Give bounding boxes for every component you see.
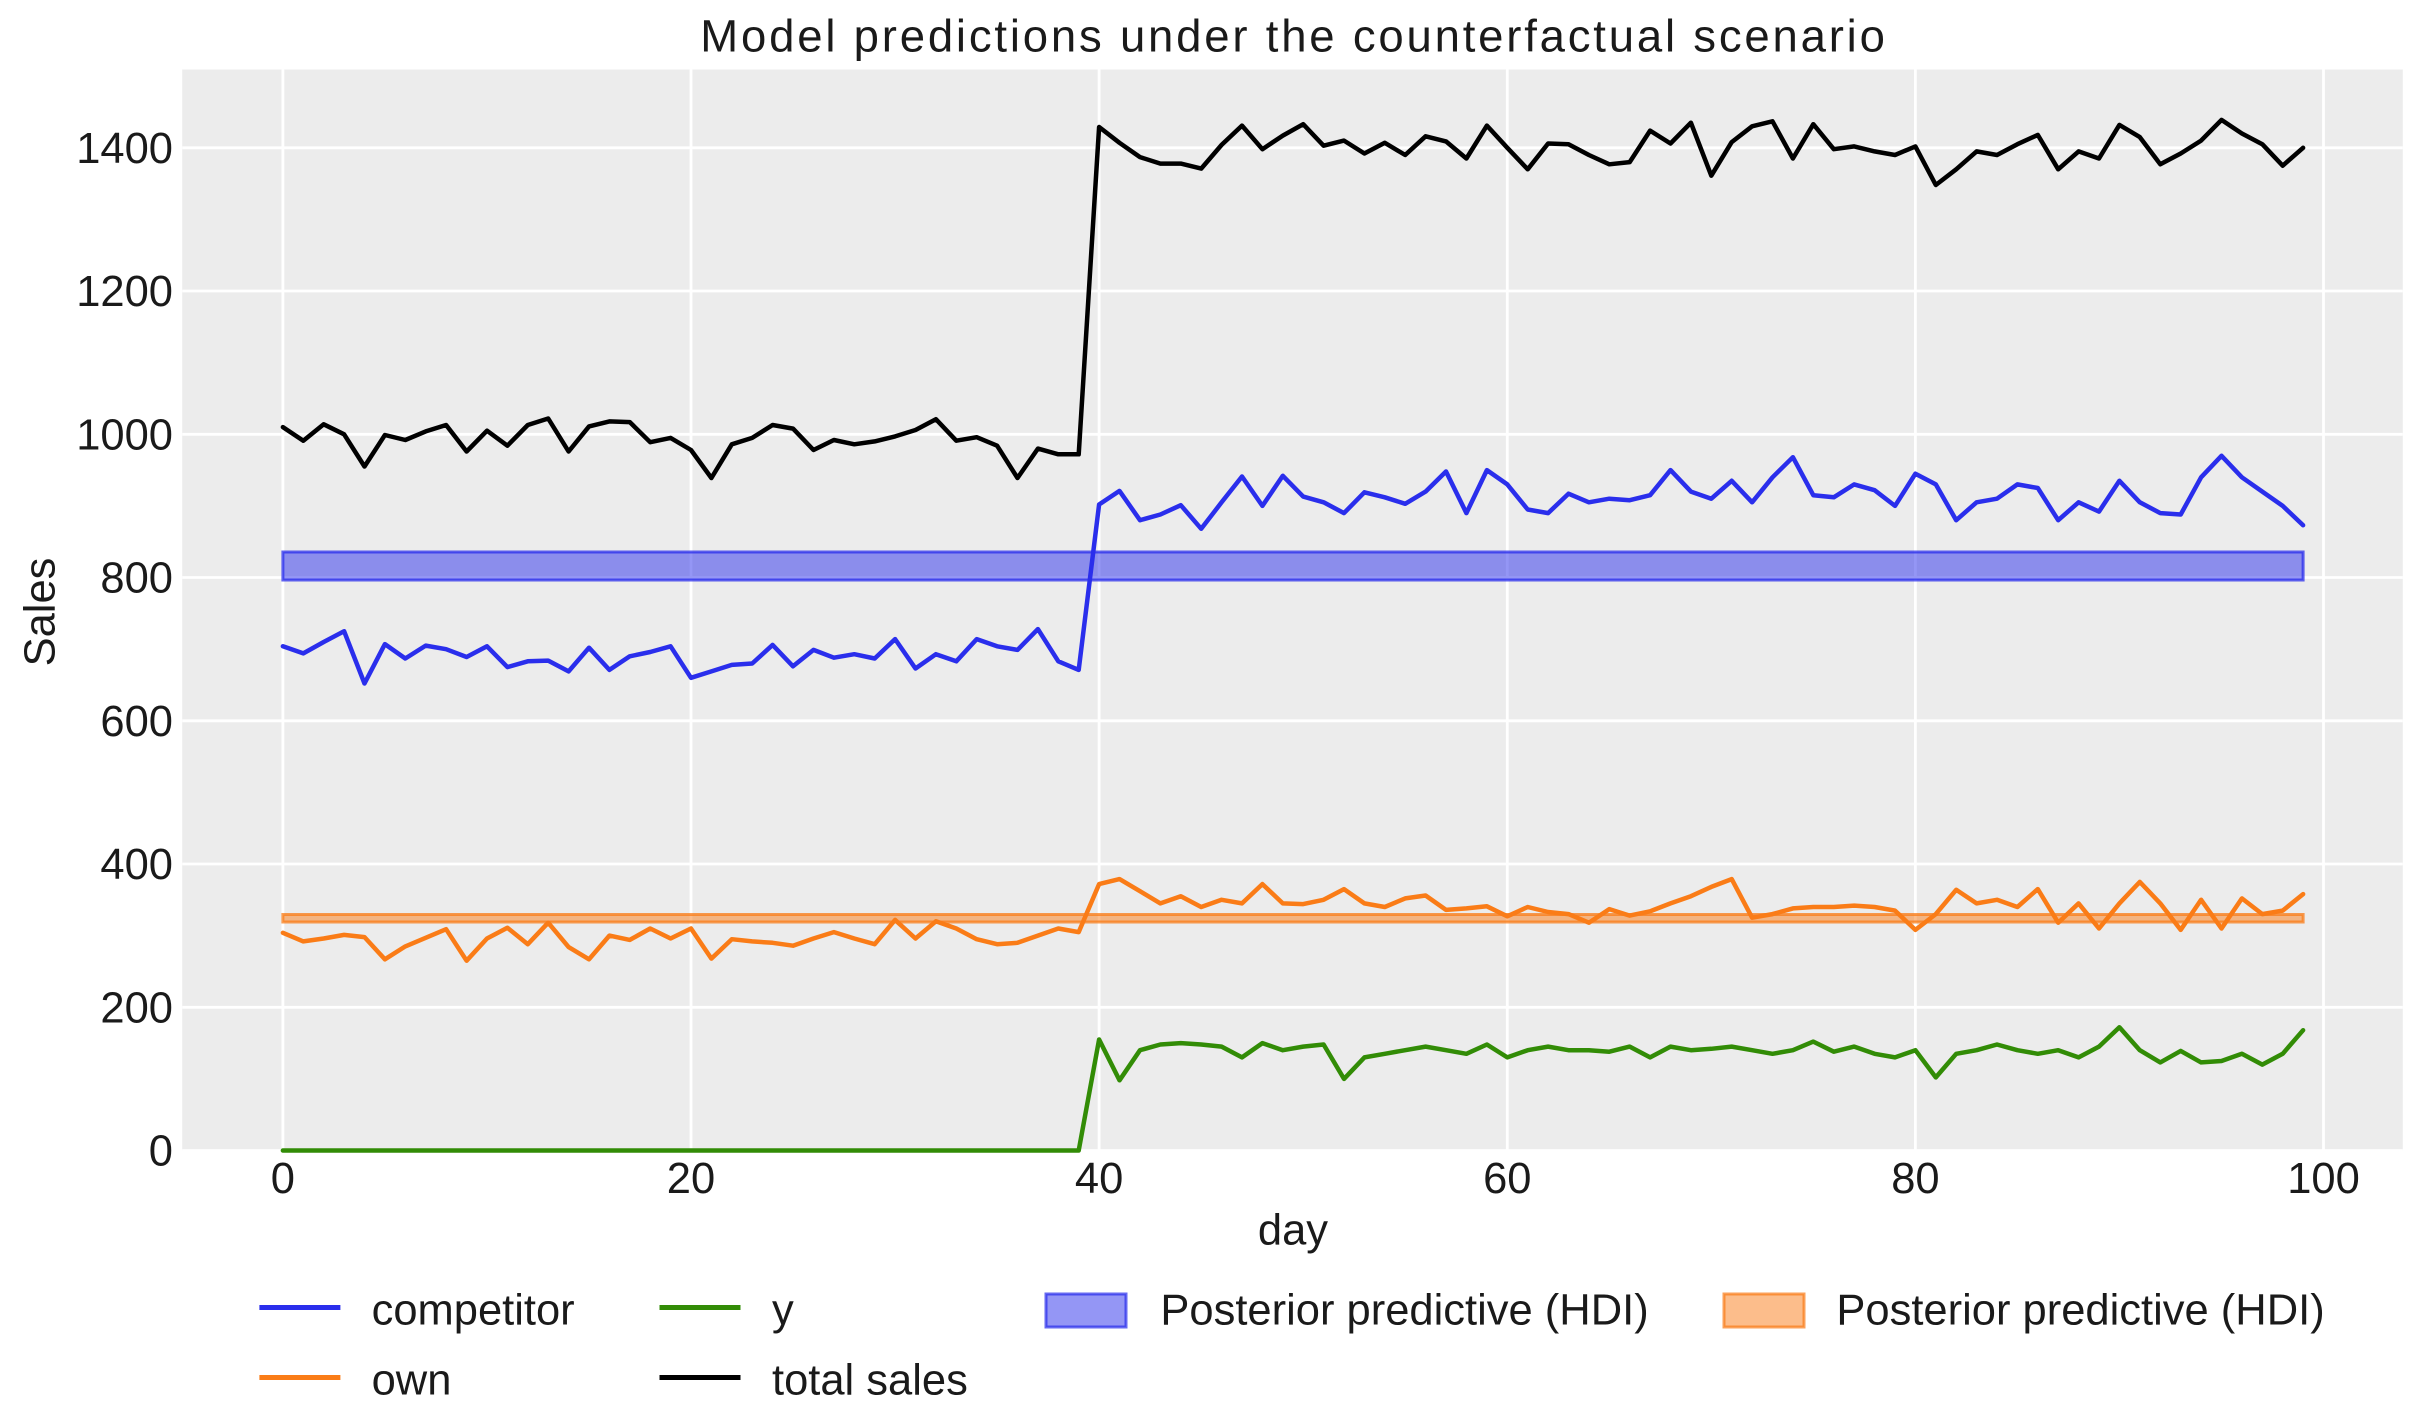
- svg-text:40: 40: [1075, 1155, 1123, 1203]
- svg-text:1000: 1000: [76, 411, 173, 459]
- svg-text:0: 0: [149, 1128, 173, 1176]
- svg-text:total sales: total sales: [772, 1357, 968, 1405]
- svg-text:y: y: [772, 1287, 794, 1335]
- svg-text:200: 200: [100, 984, 173, 1032]
- svg-text:Sales: Sales: [16, 558, 64, 667]
- svg-text:Model predictions under the co: Model predictions under the counterfactu…: [700, 11, 1887, 62]
- svg-text:1400: 1400: [76, 125, 173, 173]
- svg-text:60: 60: [1483, 1155, 1531, 1203]
- svg-text:Posterior predictive (HDI): Posterior predictive (HDI): [1836, 1287, 2324, 1335]
- svg-text:100: 100: [2287, 1155, 2360, 1203]
- svg-text:600: 600: [100, 698, 173, 746]
- svg-text:Posterior predictive (HDI): Posterior predictive (HDI): [1160, 1287, 1648, 1335]
- svg-text:own: own: [372, 1357, 452, 1405]
- svg-text:400: 400: [100, 841, 173, 889]
- svg-text:day: day: [1258, 1207, 1328, 1255]
- svg-text:20: 20: [667, 1155, 715, 1203]
- svg-text:0: 0: [271, 1155, 295, 1203]
- svg-text:1200: 1200: [76, 268, 173, 316]
- svg-text:80: 80: [1891, 1155, 1939, 1203]
- svg-text:competitor: competitor: [372, 1287, 575, 1335]
- svg-text:800: 800: [100, 555, 173, 603]
